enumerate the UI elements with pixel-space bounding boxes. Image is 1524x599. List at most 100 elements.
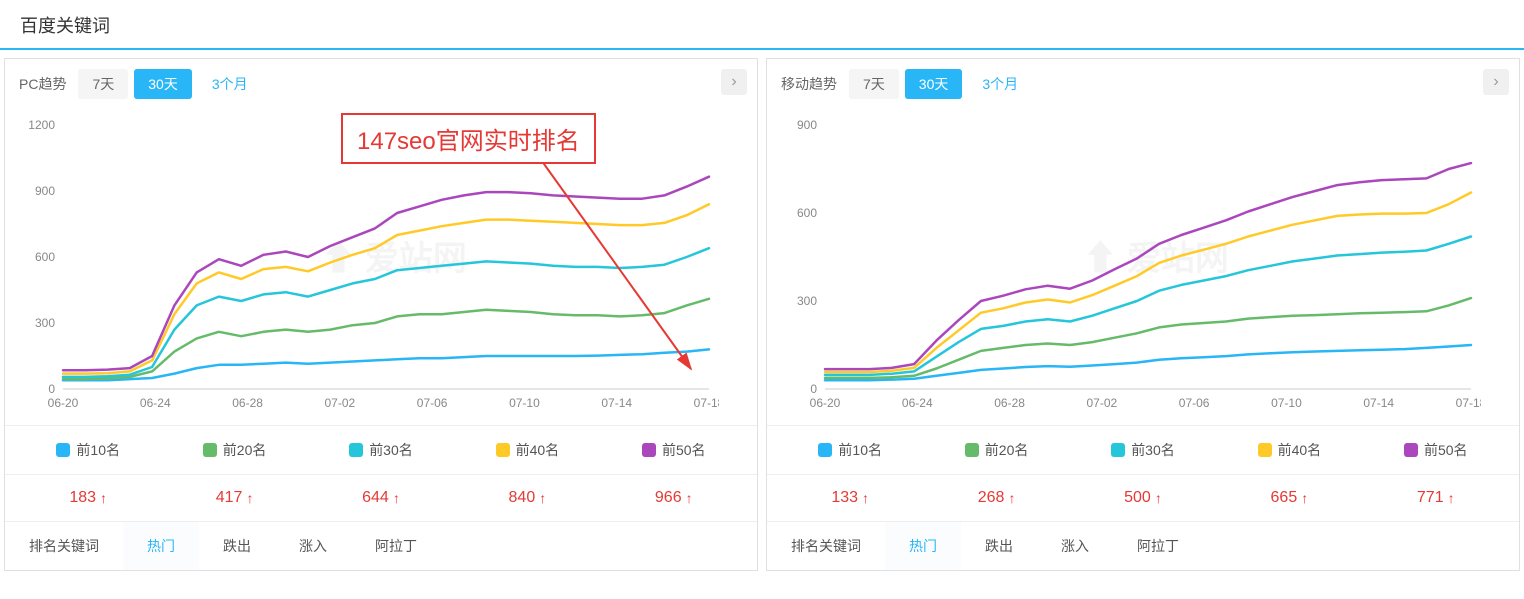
legend-item-s4[interactable]: 前40名: [496, 440, 560, 460]
legend-row: 前10名 前20名 前30名 前40名 前50名: [767, 425, 1519, 474]
panel-title: PC趋势: [19, 74, 66, 94]
panel-header: PC趋势 7天30天3个月 ›: [5, 59, 757, 109]
legend-item-s3[interactable]: 前30名: [349, 440, 413, 460]
svg-text:07-14: 07-14: [1363, 396, 1394, 410]
panel-title: 移动趋势: [781, 74, 837, 94]
svg-text:06-28: 06-28: [232, 396, 263, 410]
legend-item-s4[interactable]: 前40名: [1258, 440, 1322, 460]
tab-跌出[interactable]: 跌出: [961, 522, 1037, 570]
legend-item-s2[interactable]: 前20名: [965, 440, 1029, 460]
stat-value: 665: [1271, 489, 1298, 507]
stat-value: 966: [655, 489, 682, 507]
svg-text:06-20: 06-20: [48, 396, 79, 410]
stat-value: 133: [831, 489, 858, 507]
more-button[interactable]: ›: [1483, 69, 1509, 95]
svg-text:0: 0: [48, 382, 55, 396]
panels-container: PC趋势 7天30天3个月 › 147seo官网实时排名 ⬆ 爱站网030060…: [0, 50, 1524, 571]
legend-item-s2[interactable]: 前20名: [203, 440, 267, 460]
svg-text:07-18: 07-18: [694, 396, 719, 410]
svg-text:300: 300: [797, 294, 817, 308]
range-button-7天[interactable]: 7天: [78, 69, 128, 99]
stat-s5: 771↑: [1417, 489, 1455, 507]
svg-text:07-10: 07-10: [1271, 396, 1302, 410]
arrow-up-icon: ↑: [686, 490, 693, 506]
legend-label: 前10名: [76, 440, 120, 460]
range-button-3个月[interactable]: 3个月: [968, 69, 1032, 99]
svg-text:06-20: 06-20: [810, 396, 841, 410]
stat-s5: 966↑: [655, 489, 693, 507]
svg-text:07-06: 07-06: [1179, 396, 1210, 410]
range-button-3个月[interactable]: 3个月: [198, 69, 262, 99]
range-button-30天[interactable]: 30天: [905, 69, 963, 99]
stat-value: 268: [978, 489, 1005, 507]
stat-s2: 417↑: [216, 489, 254, 507]
range-button-30天[interactable]: 30天: [134, 69, 192, 99]
more-button[interactable]: ›: [721, 69, 747, 95]
tab-涨入[interactable]: 涨入: [1037, 522, 1113, 570]
annotation-label: 147seo官网实时排名: [341, 113, 596, 164]
stat-value: 417: [216, 489, 243, 507]
tab-排名关键词[interactable]: 排名关键词: [767, 522, 885, 570]
svg-text:600: 600: [797, 206, 817, 220]
tab-阿拉丁[interactable]: 阿拉丁: [351, 522, 441, 570]
page-title: 百度关键词: [0, 0, 1524, 50]
panel-1: 移动趋势 7天30天3个月 › ⬆ 爱站网030060090006-2006-2…: [766, 58, 1520, 571]
stat-s4: 840↑: [509, 489, 547, 507]
arrow-up-icon: ↑: [100, 490, 107, 506]
legend-label: 前30名: [1131, 440, 1175, 460]
stats-row: 133↑268↑500↑665↑771↑: [767, 474, 1519, 521]
legend-item-s1[interactable]: 前10名: [56, 440, 120, 460]
stat-s3: 500↑: [1124, 489, 1162, 507]
legend-label: 前20名: [985, 440, 1029, 460]
svg-text:06-24: 06-24: [902, 396, 933, 410]
legend-item-s3[interactable]: 前30名: [1111, 440, 1175, 460]
stat-value: 771: [1417, 489, 1444, 507]
svg-text:300: 300: [35, 316, 55, 330]
tab-涨入[interactable]: 涨入: [275, 522, 351, 570]
tab-热门[interactable]: 热门: [885, 522, 961, 570]
trend-chart: ⬆ 爱站网030060090006-2006-2406-2807-0207-06…: [781, 115, 1481, 415]
svg-text:07-10: 07-10: [509, 396, 540, 410]
svg-text:07-14: 07-14: [601, 396, 632, 410]
stat-s3: 644↑: [362, 489, 400, 507]
stat-s2: 268↑: [978, 489, 1016, 507]
range-button-7天[interactable]: 7天: [849, 69, 899, 99]
legend-label: 前40名: [516, 440, 560, 460]
legend-item-s1[interactable]: 前10名: [818, 440, 882, 460]
legend-item-s5[interactable]: 前50名: [642, 440, 706, 460]
tab-阿拉丁[interactable]: 阿拉丁: [1113, 522, 1203, 570]
stat-value: 500: [1124, 489, 1151, 507]
tabs-row: 排名关键词热门跌出涨入阿拉丁: [767, 521, 1519, 570]
arrow-up-icon: ↑: [862, 490, 869, 506]
panel-0: PC趋势 7天30天3个月 › 147seo官网实时排名 ⬆ 爱站网030060…: [4, 58, 758, 571]
svg-text:06-24: 06-24: [140, 396, 171, 410]
arrow-up-icon: ↑: [539, 490, 546, 506]
svg-text:07-02: 07-02: [325, 396, 356, 410]
legend-item-s5[interactable]: 前50名: [1404, 440, 1468, 460]
panel-header: 移动趋势 7天30天3个月 ›: [767, 59, 1519, 109]
svg-text:1200: 1200: [28, 118, 55, 132]
arrow-up-icon: ↑: [393, 490, 400, 506]
legend-label: 前10名: [838, 440, 882, 460]
arrow-up-icon: ↑: [1301, 490, 1308, 506]
svg-text:07-02: 07-02: [1087, 396, 1118, 410]
arrow-up-icon: ↑: [1448, 490, 1455, 506]
svg-text:06-28: 06-28: [994, 396, 1025, 410]
stat-value: 840: [509, 489, 536, 507]
arrow-up-icon: ↑: [246, 490, 253, 506]
chart-area: 147seo官网实时排名 ⬆ 爱站网0300600900120006-2006-…: [5, 109, 757, 425]
stat-value: 183: [69, 489, 96, 507]
stat-s1: 183↑: [69, 489, 107, 507]
arrow-up-icon: ↑: [1155, 490, 1162, 506]
stat-value: 644: [362, 489, 389, 507]
tab-热门[interactable]: 热门: [123, 522, 199, 570]
tab-排名关键词[interactable]: 排名关键词: [5, 522, 123, 570]
svg-text:900: 900: [797, 118, 817, 132]
chart-area: ⬆ 爱站网030060090006-2006-2406-2807-0207-06…: [767, 109, 1519, 425]
legend-label: 前50名: [662, 440, 706, 460]
stats-row: 183↑417↑644↑840↑966↑: [5, 474, 757, 521]
legend-label: 前50名: [1424, 440, 1468, 460]
tab-跌出[interactable]: 跌出: [199, 522, 275, 570]
legend-row: 前10名 前20名 前30名 前40名 前50名: [5, 425, 757, 474]
svg-text:0: 0: [810, 382, 817, 396]
